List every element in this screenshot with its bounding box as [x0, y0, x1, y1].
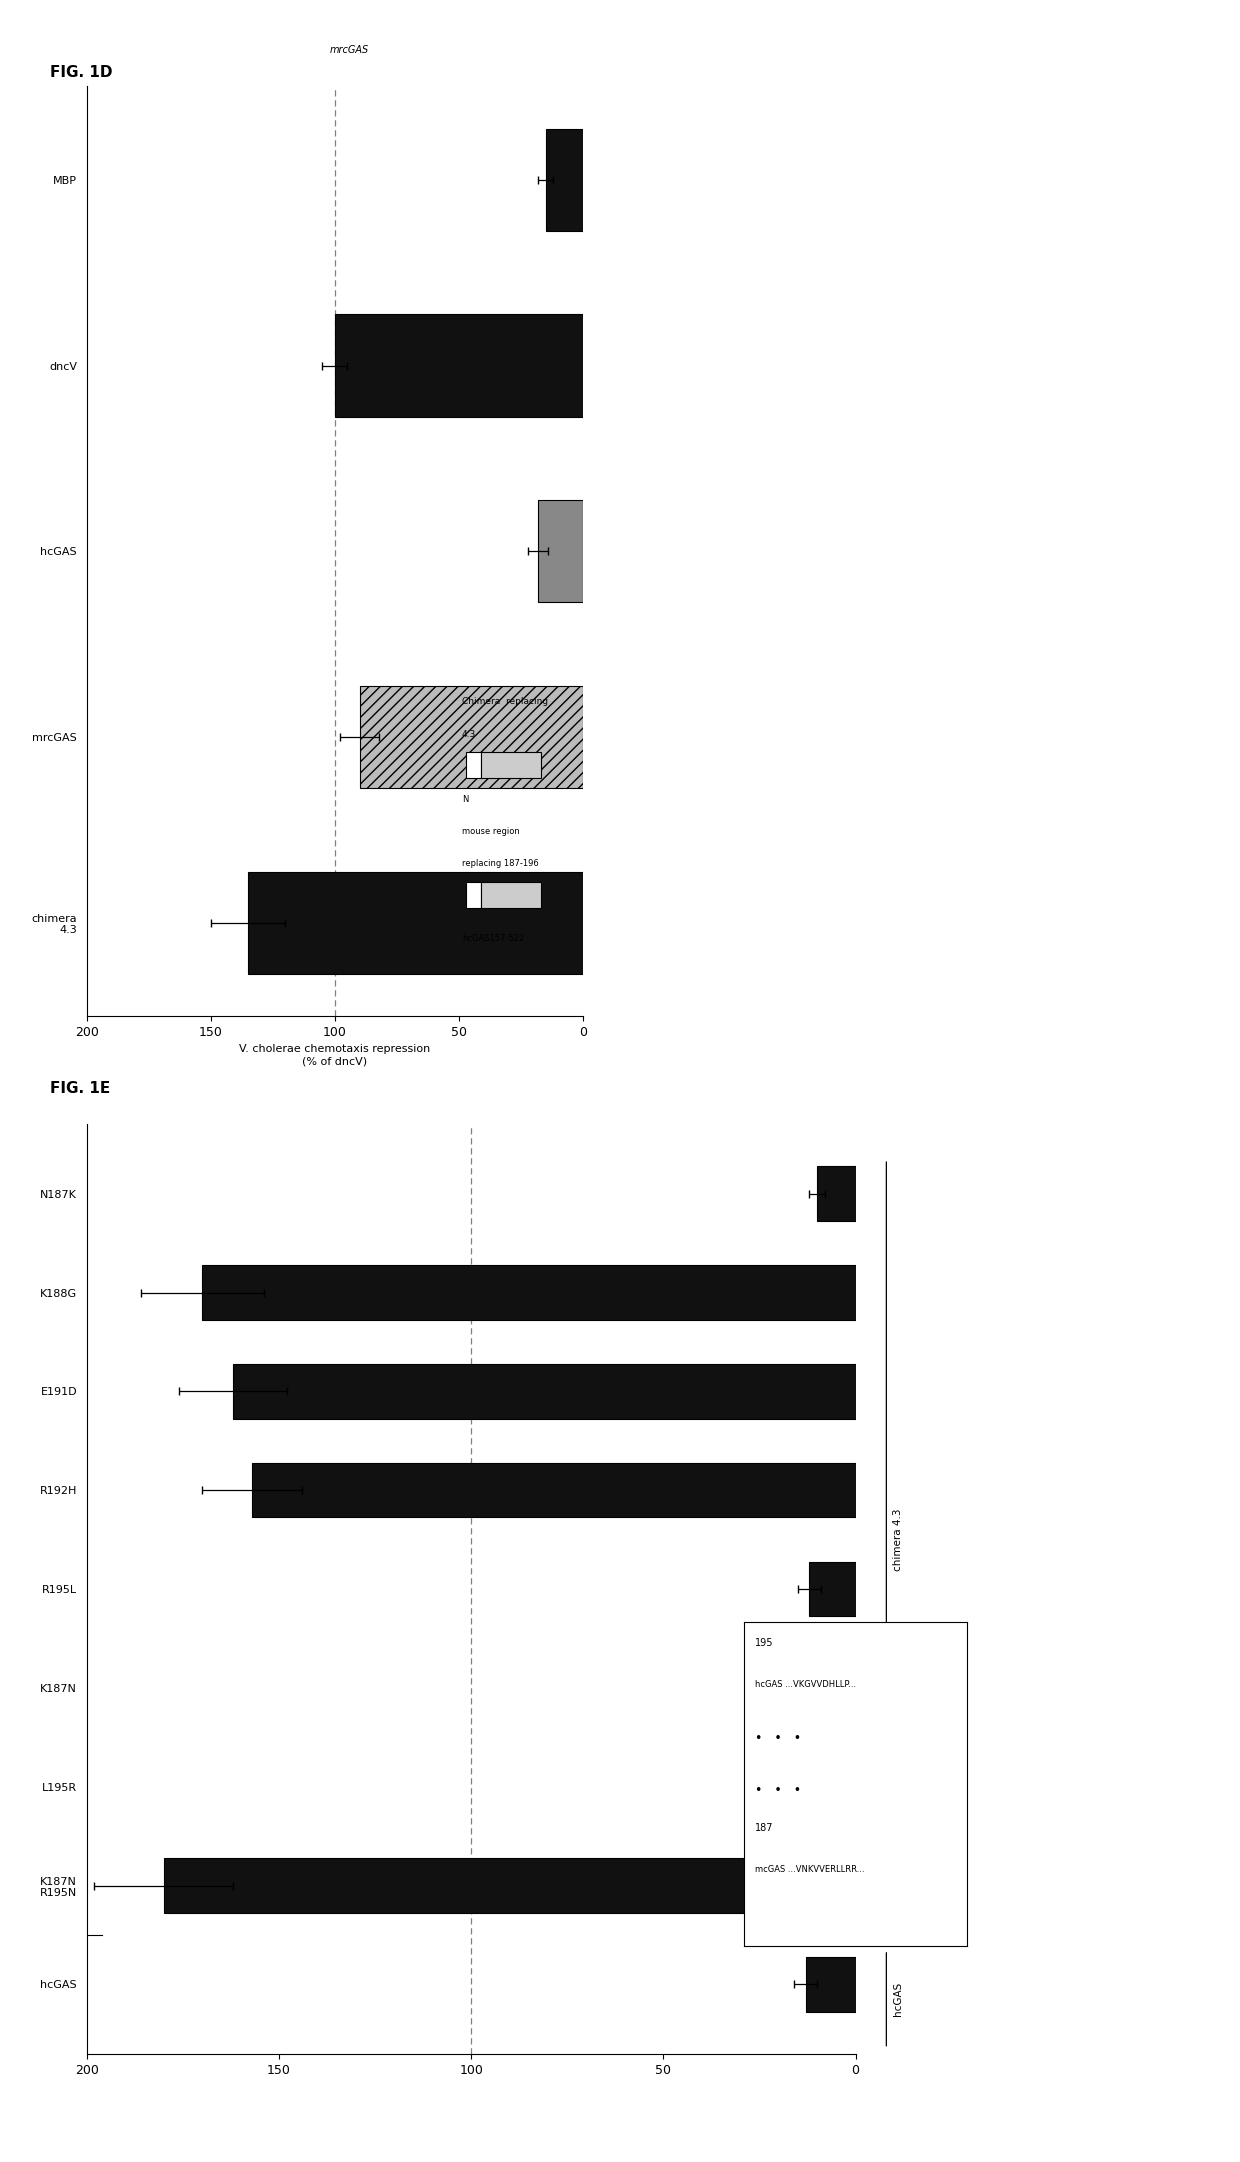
Text: mouse region: mouse region — [461, 826, 520, 837]
Bar — [202, 1265, 856, 1319]
Text: 4.3: 4.3 — [461, 729, 476, 739]
Text: 195: 195 — [755, 1639, 774, 1647]
Bar — [806, 1660, 856, 1714]
Bar — [164, 1859, 856, 1913]
Text: •   •   •: • • • — [755, 1732, 801, 1745]
X-axis label: V. cholerae chemotaxis repression
(% of dncV): V. cholerae chemotaxis repression (% of … — [239, 1044, 430, 1066]
Bar — [817, 1167, 856, 1222]
Text: N: N — [461, 793, 469, 804]
Bar — [538, 499, 583, 603]
Bar — [252, 1464, 856, 1518]
Text: •   •   •: • • • — [755, 1784, 801, 1797]
Text: 187: 187 — [755, 1823, 774, 1833]
Bar — [248, 871, 583, 973]
Bar — [233, 1364, 856, 1418]
Text: FIG. 1E: FIG. 1E — [50, 1081, 110, 1096]
Bar — [810, 1561, 856, 1617]
Text: chimera 4.3: chimera 4.3 — [893, 1509, 903, 1572]
Bar — [335, 313, 583, 417]
Bar — [806, 1957, 856, 2011]
Bar — [360, 685, 583, 789]
Bar — [481, 752, 541, 778]
Bar — [546, 130, 583, 231]
Text: FIG. 1D: FIG. 1D — [50, 65, 112, 80]
Bar — [466, 882, 481, 908]
Bar — [466, 752, 481, 778]
Text: mrcGAS: mrcGAS — [330, 45, 370, 54]
Text: Chimera  replacing: Chimera replacing — [461, 696, 548, 707]
Bar — [799, 1760, 856, 1814]
Text: replacing 187-196: replacing 187-196 — [461, 858, 538, 869]
Bar — [481, 882, 541, 908]
Text: mcGAS ...VNKVVERLLRR...: mcGAS ...VNKVVERLLRR... — [755, 1864, 864, 1874]
Text: hcGAS ...VKGVVDHLLP...: hcGAS ...VKGVVDHLLP... — [755, 1680, 857, 1689]
Text: hcGAS: hcGAS — [893, 1983, 903, 2017]
Text: hcGAS157-522: hcGAS157-522 — [461, 934, 525, 943]
